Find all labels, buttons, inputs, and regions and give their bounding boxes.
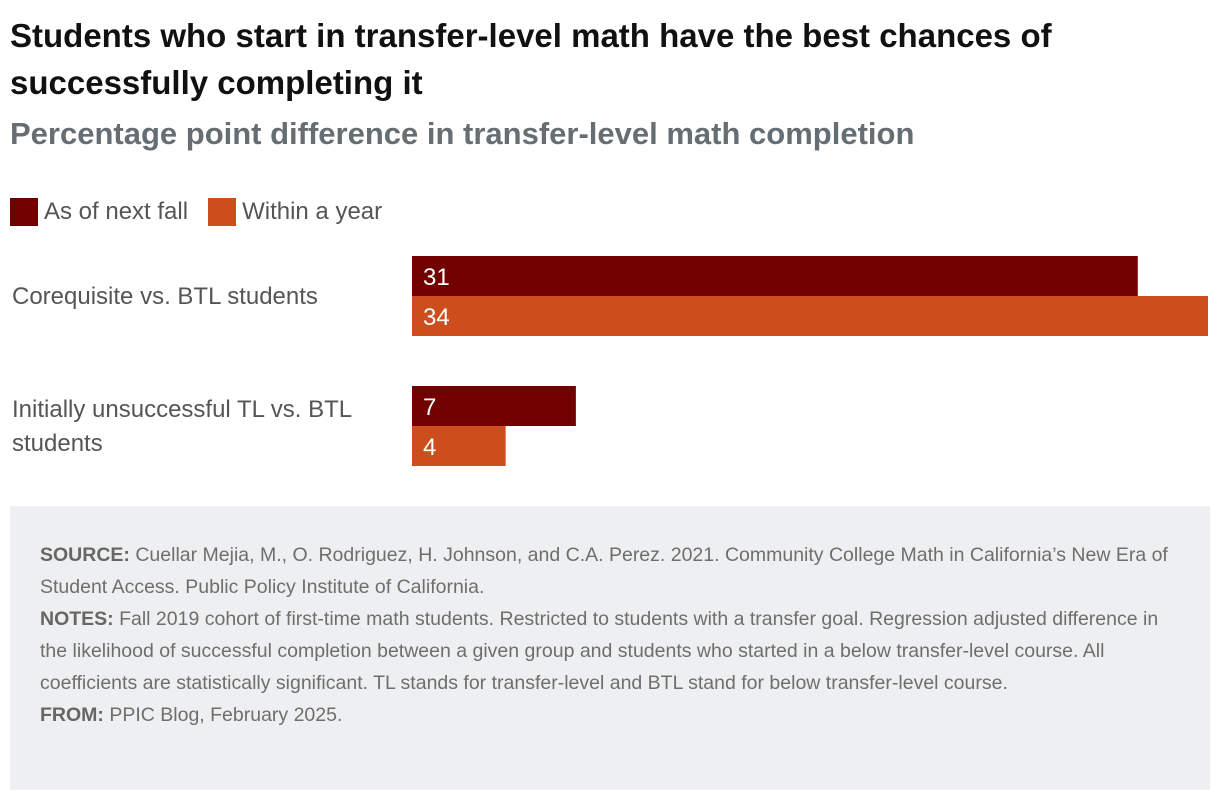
notes-note: NOTES: Fall 2019 cohort of first-time ma… — [40, 603, 1180, 699]
bar — [412, 296, 1208, 336]
legend-label-as-of-next-fall: As of next fall — [44, 198, 189, 225]
legend-swatch-within-a-year — [208, 198, 237, 226]
bar — [412, 256, 1138, 296]
category-label: Corequisite vs. BTL students — [12, 283, 318, 310]
category-label: Initially unsuccessful TL vs. BTL student… — [12, 396, 352, 457]
notes-text: Fall 2019 cohort of first-time math stud… — [40, 608, 1159, 694]
footer-notes: SOURCE: Cuellar Mejia, M., O. Rodriguez,… — [10, 506, 1210, 790]
source-label: SOURCE: — [40, 544, 130, 566]
from-note: FROM: PPIC Blog, February 2025. — [40, 699, 1180, 731]
chart-title: Students who start in transfer-level mat… — [10, 17, 1052, 101]
bar-chart: Corequisite vs. BTL students 31 34 Initiall… — [12, 256, 1208, 466]
category-label-line: students — [12, 430, 103, 457]
legend-swatch-as-of-next-fall — [10, 198, 38, 226]
bar — [412, 386, 576, 426]
category-label-line: Initially unsuccessful TL vs. BTL — [12, 396, 352, 423]
chart-subtitle: Percentage point difference in transfer-… — [10, 116, 915, 151]
source-note: SOURCE: Cuellar Mejia, M., O. Rodriguez,… — [40, 539, 1180, 603]
bar-value-label: 34 — [423, 304, 450, 331]
legend-item-within-a-year: Within a year — [208, 198, 382, 226]
bar-value-label: 4 — [423, 434, 436, 461]
from-label: FROM: — [40, 704, 104, 726]
category-label-line: Corequisite vs. BTL students — [12, 283, 318, 310]
notes-label: NOTES: — [40, 608, 114, 630]
legend: As of next fall Within a year — [10, 197, 402, 227]
bar-value-label: 7 — [423, 394, 436, 421]
source-text: Cuellar Mejia, M., O. Rodriguez, H. John… — [40, 544, 1168, 598]
bar-value-label: 31 — [423, 264, 450, 291]
from-text: PPIC Blog, February 2025. — [109, 704, 343, 726]
legend-item-as-of-next-fall: As of next fall — [10, 198, 188, 226]
bar — [412, 426, 506, 466]
legend-label-within-a-year: Within a year — [242, 198, 383, 225]
